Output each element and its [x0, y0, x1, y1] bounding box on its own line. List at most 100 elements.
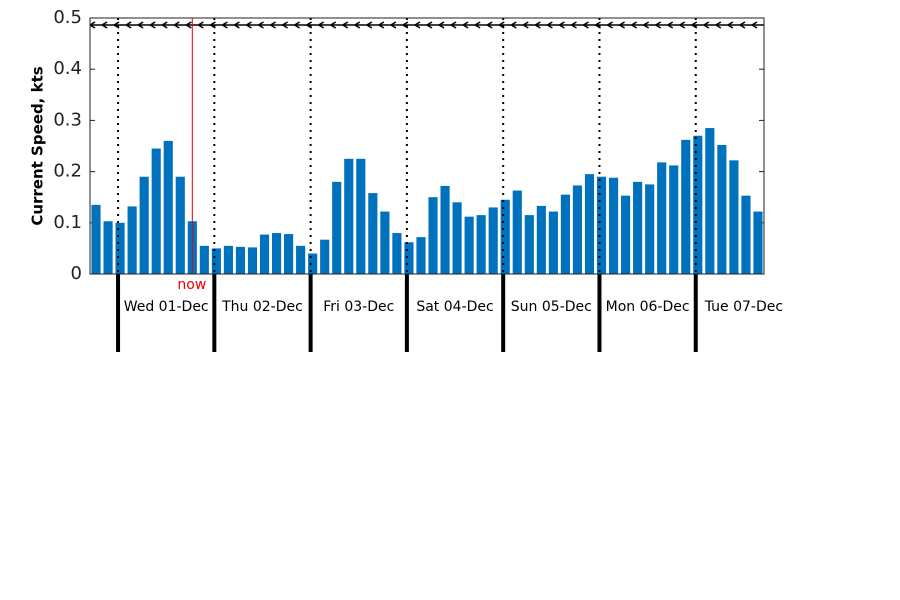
direction-arrow	[643, 21, 656, 29]
bar	[741, 195, 751, 274]
direction-arrow	[137, 21, 151, 29]
direction-arrow	[631, 21, 644, 29]
bar	[536, 205, 546, 274]
direction-arrow	[125, 21, 139, 29]
bar	[729, 160, 739, 274]
bar	[560, 194, 570, 274]
direction-arrow	[270, 21, 283, 29]
bar	[548, 211, 558, 274]
direction-arrow	[546, 21, 560, 29]
bar	[657, 162, 667, 274]
bar	[500, 199, 510, 274]
direction-arrow	[390, 21, 403, 29]
direction-arrow	[522, 21, 536, 29]
direction-arrow	[209, 21, 223, 29]
direction-arrow	[113, 21, 127, 29]
bar	[693, 135, 703, 274]
bar	[199, 245, 209, 274]
bar	[91, 204, 101, 274]
direction-arrow	[655, 21, 668, 29]
y-tick-label: 0.2	[53, 161, 82, 182]
bar	[223, 245, 233, 274]
direction-arrow	[571, 21, 584, 29]
direction-arrow	[619, 21, 632, 29]
bar	[404, 242, 414, 274]
day-label: Fri 03-Dec	[323, 299, 394, 315]
bar	[259, 234, 270, 274]
direction-arrow	[739, 21, 752, 29]
direction-arrow	[414, 21, 427, 29]
direction-arrow	[426, 21, 440, 29]
y-tick-label: 0.4	[53, 58, 82, 79]
bar	[440, 185, 450, 274]
bar	[416, 237, 426, 274]
bar	[596, 176, 607, 274]
day-label: Mon 06-Dec	[606, 299, 690, 315]
bar	[392, 233, 402, 274]
bar	[356, 158, 366, 274]
bar	[464, 216, 474, 274]
direction-arrow	[89, 21, 103, 29]
y-tick-label: 0.3	[53, 109, 82, 130]
direction-arrow	[534, 21, 548, 29]
day-label: Wed 01-Dec	[124, 299, 209, 315]
direction-arrow	[486, 21, 500, 29]
direction-arrow	[354, 21, 367, 29]
bar	[163, 140, 173, 274]
bar	[284, 234, 294, 274]
direction-arrow	[679, 21, 692, 29]
direction-arrow	[366, 21, 379, 29]
direction-arrow	[149, 21, 163, 29]
direction-arrow	[727, 21, 740, 29]
direction-arrow	[438, 21, 452, 29]
direction-arrow	[294, 21, 307, 29]
direction-arrow	[378, 21, 391, 29]
direction-arrow	[330, 21, 343, 29]
y-tick-label: 0.5	[53, 7, 82, 28]
bar	[211, 248, 221, 274]
direction-arrow	[450, 21, 464, 29]
direction-arrow	[667, 21, 680, 29]
plot-frame	[89, 17, 765, 275]
bar	[175, 176, 185, 274]
bar	[717, 144, 727, 274]
direction-arrow	[751, 21, 764, 29]
bar	[488, 207, 498, 274]
bar	[452, 202, 462, 274]
direction-arrow	[607, 21, 620, 29]
direction-arrow	[173, 21, 187, 29]
direction-arrow	[246, 21, 259, 29]
bar	[308, 253, 318, 274]
y-tick-label: 0	[71, 263, 82, 284]
direction-arrow	[510, 21, 524, 29]
direction-arrow	[101, 21, 115, 29]
direction-arrow	[498, 21, 512, 29]
bar	[296, 245, 306, 274]
day-label: Sun 05-Dec	[511, 299, 592, 315]
direction-arrow	[258, 21, 271, 29]
bar	[753, 211, 763, 274]
bar	[669, 165, 679, 274]
bar	[608, 177, 619, 274]
direction-arrow	[197, 21, 211, 29]
day-label: Tue 07-Dec	[704, 299, 783, 315]
y-tick-label: 0.1	[53, 212, 82, 233]
direction-arrow	[474, 21, 488, 29]
direction-arrow	[222, 21, 235, 29]
day-label: Sat 04-Dec	[416, 299, 493, 315]
direction-arrow	[462, 21, 476, 29]
bar	[512, 190, 522, 274]
bar	[428, 197, 438, 274]
bar	[103, 221, 113, 274]
bar	[705, 128, 715, 274]
day-label: Thu 02-Dec	[221, 299, 303, 315]
direction-arrow	[161, 21, 175, 29]
bar	[681, 139, 691, 274]
bar	[633, 181, 643, 274]
bar	[115, 222, 125, 274]
direction-arrow	[234, 21, 247, 29]
direction-arrow	[306, 21, 319, 29]
